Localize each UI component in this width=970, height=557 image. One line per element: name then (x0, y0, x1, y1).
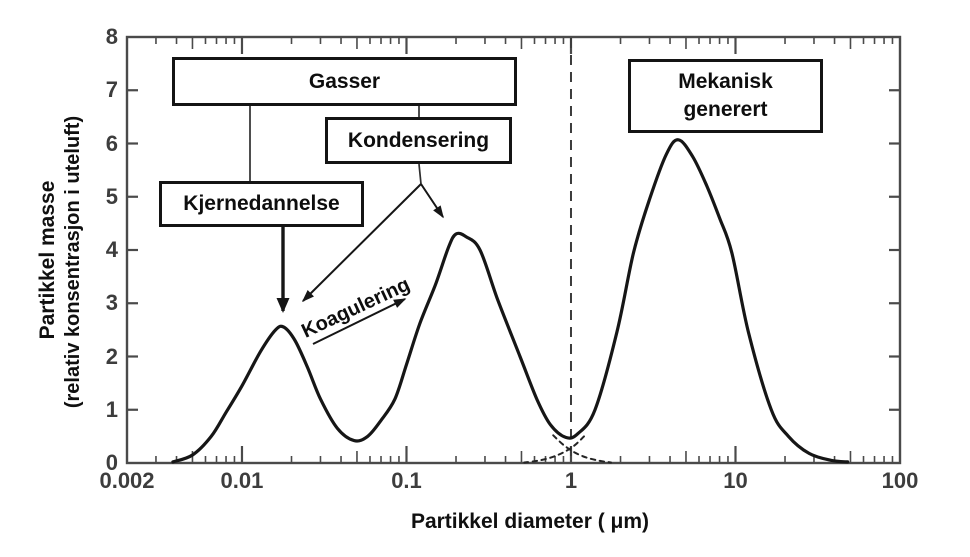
y-tick-label-3: 3 (105, 290, 118, 316)
y-tick-label-0: 0 (105, 450, 118, 475)
x-tick-label-0.002: 0.002 (99, 468, 155, 493)
y-tick-label-6: 6 (105, 130, 118, 156)
kondensering-label-box: Kondensering (325, 117, 512, 164)
y-tick-label-2: 2 (105, 343, 118, 369)
y-tick-label-5: 5 (105, 183, 118, 209)
kondensering-label: Kondensering (347, 128, 490, 152)
gasser-label: Gasser (308, 69, 381, 93)
x-tick-label-100: 100 (881, 468, 919, 493)
mekanisk-label-line2: generert (683, 98, 768, 121)
mekanisk-generert-label-box: Mekanisk generert (628, 59, 823, 133)
y-tick-label-4: 4 (105, 237, 118, 262)
gasser-label-box: Gasser (172, 57, 517, 106)
x-tick-label-1: 1 (564, 468, 578, 493)
y-tick-label-1: 1 (105, 396, 118, 422)
kjernedannelse-label: Kjernedannelse (183, 192, 340, 215)
y-tick-label-8: 8 (105, 24, 118, 49)
x-tick-label-0.1: 0.1 (391, 468, 422, 493)
y-tick-label-7: 7 (105, 77, 118, 103)
x-tick-label-0.01: 0.01 (220, 468, 264, 493)
kjernedannelse-label-box: Kjernedannelse (159, 181, 364, 227)
x-axis-title: Partikkel diameter ( μm) (410, 510, 650, 533)
x-tick-label-10: 10 (723, 468, 748, 493)
mekanisk-label-line1: Mekanisk (678, 70, 773, 94)
